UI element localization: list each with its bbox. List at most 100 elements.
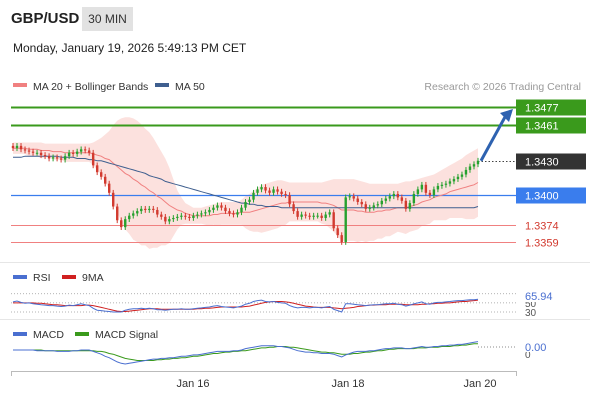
candle-body xyxy=(404,200,408,209)
candle-body xyxy=(472,164,476,167)
candle-body xyxy=(296,211,299,217)
candle-body xyxy=(43,155,47,157)
candle-body xyxy=(216,205,219,208)
candle-body xyxy=(91,152,95,166)
candle-body xyxy=(308,215,311,217)
candle-body xyxy=(140,208,143,212)
candle-body xyxy=(328,212,331,215)
level-labels-layer: 1.3477 1.3461 1.3430 1.3400 1.3374 1.3359 xyxy=(516,99,586,250)
candle-body xyxy=(71,152,75,154)
candle-body xyxy=(340,235,343,242)
candle-body xyxy=(344,197,347,242)
candle-body xyxy=(400,197,404,201)
candle-body xyxy=(368,207,371,209)
interval-badge[interactable]: 30 MIN xyxy=(82,7,133,31)
candle-body xyxy=(103,176,107,184)
candle-body xyxy=(300,214,303,217)
candle-body xyxy=(236,212,239,215)
candle-body xyxy=(208,209,211,213)
candle-body xyxy=(380,200,383,205)
candle-body xyxy=(416,189,420,194)
candle-body xyxy=(460,174,464,177)
candle-body xyxy=(120,220,123,228)
candle-body xyxy=(408,203,412,209)
macd-tick-label: 0 xyxy=(525,350,531,361)
candle-body xyxy=(440,184,444,186)
macd-value-label-bg xyxy=(521,340,549,352)
candle-body xyxy=(31,151,35,153)
candle-body xyxy=(188,216,191,218)
candle-body xyxy=(324,214,327,218)
candle-body xyxy=(184,215,187,217)
resistance-label-box xyxy=(516,99,586,116)
candle-body xyxy=(392,193,396,197)
projection-layer xyxy=(479,109,513,162)
pivot-label: 1.3400 xyxy=(525,191,559,203)
candle-body xyxy=(276,189,279,192)
rsi-line xyxy=(12,298,479,313)
candle-body xyxy=(35,152,39,154)
candle-body xyxy=(264,187,267,191)
legend-swatch-macd-signal xyxy=(75,332,89,336)
candle-body xyxy=(468,166,472,170)
candle-body xyxy=(436,185,440,190)
candles-layer xyxy=(11,143,480,245)
candle-body xyxy=(23,149,27,151)
candle-body xyxy=(204,212,207,214)
legend-label-rsi: RSI xyxy=(33,272,51,284)
candle-body xyxy=(156,209,159,215)
candle-body xyxy=(87,150,91,153)
candle-body xyxy=(128,215,131,220)
level-lines-layer xyxy=(11,106,586,243)
candle-body xyxy=(432,189,436,196)
candle-body xyxy=(456,176,460,180)
candle-body xyxy=(272,189,275,193)
candle-body xyxy=(192,215,195,218)
candle-body xyxy=(304,214,307,216)
datetime-label: Monday, January 19, 2026 5:49:13 PM CET xyxy=(13,41,247,55)
candle-body xyxy=(412,193,416,204)
rsi-value-label-bg xyxy=(521,289,553,302)
candle-body xyxy=(59,158,63,160)
candle-body xyxy=(144,208,147,210)
candle-body xyxy=(356,198,359,202)
candle-body xyxy=(336,228,339,236)
current-price-label-box xyxy=(516,153,586,170)
legend-label-rsi-ma: 9MA xyxy=(82,272,104,284)
macd-value-label: 0.00 xyxy=(525,342,546,354)
watermark-text: Research © 2026 Trading Central xyxy=(424,81,581,93)
candle-body xyxy=(180,215,183,217)
candle-body xyxy=(148,208,151,210)
candle-body xyxy=(348,196,351,198)
candle-body xyxy=(15,145,19,149)
candle-body xyxy=(55,157,59,159)
candle-body xyxy=(164,216,167,222)
candle-body xyxy=(424,184,428,193)
candle-body xyxy=(200,213,203,215)
candle-body xyxy=(95,165,99,173)
candle-body xyxy=(428,192,432,196)
candle-body xyxy=(320,215,323,218)
macd-signal-line xyxy=(13,343,478,361)
macd-layer: 00.00 xyxy=(13,340,549,365)
candle-body xyxy=(360,201,363,205)
legend-swatch-rsi xyxy=(13,275,27,279)
candle-body xyxy=(232,213,235,215)
candle-body xyxy=(176,216,179,218)
candle-body xyxy=(396,193,400,198)
x-tick-label: Jan 18 xyxy=(331,378,364,390)
candle-body xyxy=(136,211,139,214)
candle-body xyxy=(316,215,319,217)
x-tick-label: Jan 16 xyxy=(176,378,209,390)
candle-body xyxy=(452,179,456,182)
candle-body xyxy=(376,204,379,206)
support-label: 1.3359 xyxy=(525,238,559,250)
candle-body xyxy=(280,191,283,194)
candle-body xyxy=(172,217,175,220)
candle-body xyxy=(464,169,468,175)
candle-body xyxy=(384,198,388,201)
candle-body xyxy=(284,193,287,196)
resistance-label: 1.3461 xyxy=(525,121,559,133)
candle-body xyxy=(79,149,83,152)
